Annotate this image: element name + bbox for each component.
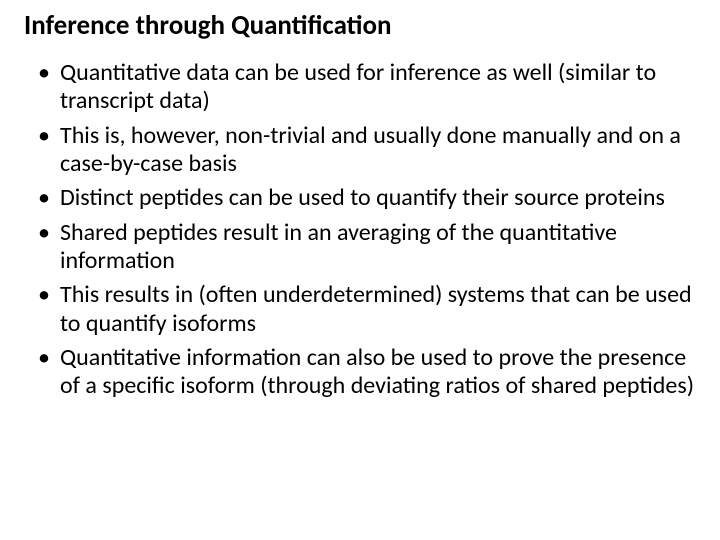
slide: Inference through Quantification Quantit… — [0, 0, 720, 540]
list-item: Quantitative information can also be use… — [38, 344, 696, 401]
list-item: Quantitative data can be used for infere… — [38, 59, 696, 116]
list-item: Distinct peptides can be used to quantif… — [38, 184, 696, 212]
list-item: This is, however, non-trivial and usuall… — [38, 122, 696, 179]
slide-title: Inference through Quantification — [24, 10, 696, 41]
list-item: This results in (often underdetermined) … — [38, 281, 696, 338]
list-item: Shared peptides result in an averaging o… — [38, 219, 696, 276]
bullet-list: Quantitative data can be used for infere… — [24, 59, 696, 400]
